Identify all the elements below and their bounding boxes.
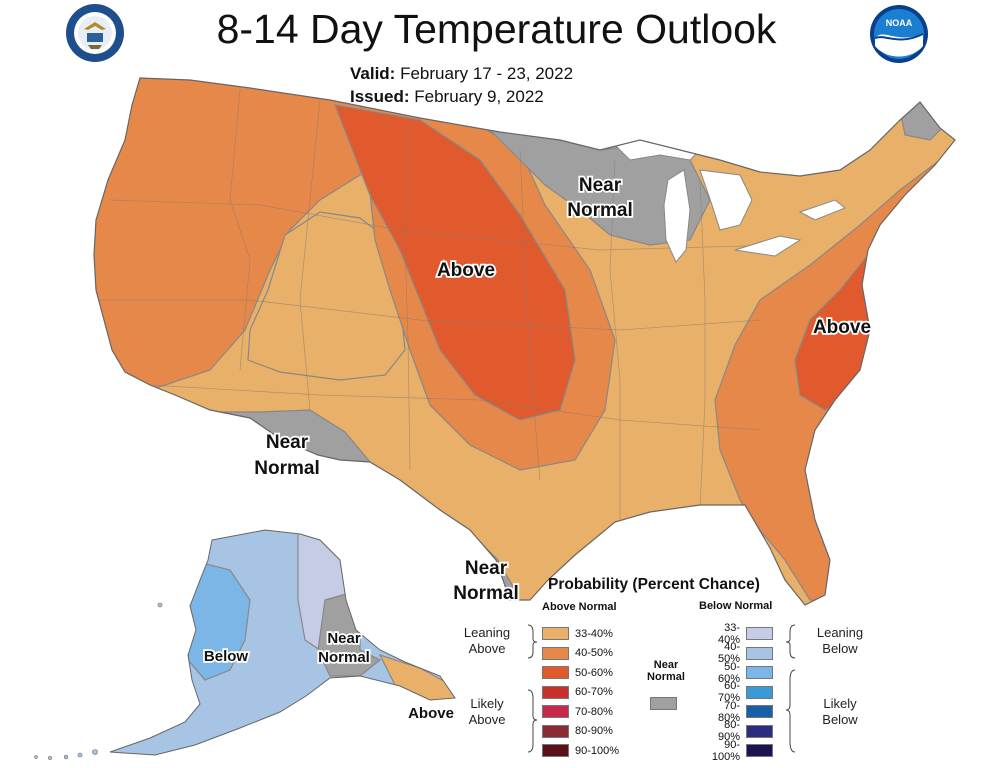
legend-below-row: 40-50% xyxy=(704,641,773,665)
aleutian-islands xyxy=(34,602,163,760)
legend-above-row: 60-70% xyxy=(542,685,613,699)
issued-value: February 9, 2022 xyxy=(414,87,544,106)
label-above-ak: Above xyxy=(408,705,454,722)
legend-range-label: 33-40% xyxy=(717,621,740,646)
leaning-above-line-2: Above xyxy=(468,641,506,656)
legend-range-label: 70-80% xyxy=(717,699,740,724)
label-near-north-1: Near xyxy=(579,175,622,196)
legend-below-row: 90-100% xyxy=(704,739,773,763)
legend-swatch xyxy=(746,705,773,718)
legend-above-row: 90-100% xyxy=(542,744,619,757)
label-below-ak: Below xyxy=(204,648,249,665)
legend-near-normal-swatch xyxy=(650,697,677,710)
likely-above-line-2: Above xyxy=(468,712,506,727)
legend-swatch xyxy=(542,705,569,718)
legend-below-row: 50-60% xyxy=(704,661,773,685)
leaning-below-line-1: Leaning xyxy=(816,625,864,640)
valid-value: February 17 - 23, 2022 xyxy=(400,64,574,83)
leaning-below-line-2: Below xyxy=(822,641,858,656)
label-above-east: Above xyxy=(813,317,871,338)
label-near-ak-1: Near xyxy=(327,630,361,647)
legend-range-label: 50-60% xyxy=(717,660,740,685)
issued-label: Issued: xyxy=(350,87,410,106)
legend-range-label: 80-90% xyxy=(717,719,740,743)
legend-swatch xyxy=(542,724,569,738)
state-boundaries xyxy=(100,89,781,520)
legend-range-label: 50-60% xyxy=(575,666,613,679)
noaa-logo-icon: NOAA xyxy=(870,5,928,63)
legend-near-normal: Near Normal xyxy=(641,659,691,683)
legend-title: Probability (Percent Chance) xyxy=(548,576,760,593)
issued-line: Issued: February 9, 2022 xyxy=(350,87,544,107)
label-above-central: Above xyxy=(437,260,495,281)
legend-swatch xyxy=(746,627,773,640)
legend-swatch xyxy=(746,685,773,699)
label-near-ak-2: Normal xyxy=(318,649,370,666)
legend-range-label: 70-80% xyxy=(575,705,613,718)
legend-leaning-above: Leaning Above xyxy=(452,625,522,657)
legend-above-row: 33-40% xyxy=(542,627,613,640)
likely-above-line-1: Likely xyxy=(470,696,504,711)
legend-above-row: 80-90% xyxy=(542,724,613,738)
valid-label: Valid: xyxy=(350,64,396,83)
legend-swatch xyxy=(542,666,569,679)
legend-swatch xyxy=(542,646,569,660)
legend-above-row: 50-60% xyxy=(542,666,613,679)
label-near-tx-2: Normal xyxy=(453,583,518,604)
map-labels: Above Above Near Normal Near Normal Near… xyxy=(202,173,873,724)
label-near-sw-1: Near xyxy=(266,432,309,453)
likely-below-line-2: Below xyxy=(822,712,858,727)
legend-swatch xyxy=(542,685,569,699)
legend-below-row: 70-80% xyxy=(704,700,773,724)
legend-swatch xyxy=(542,627,569,640)
label-near-sw-2: Normal xyxy=(254,458,319,479)
commerce-seal-icon xyxy=(66,4,124,62)
label-near-tx-1: Near xyxy=(465,558,508,579)
legend-likely-below: Likely Below xyxy=(805,696,875,728)
legend-above-header: Above Normal xyxy=(542,601,617,613)
legend-above-row: 70-80% xyxy=(542,705,613,718)
legend-swatch xyxy=(746,744,773,757)
legend-range-label: 60-70% xyxy=(575,686,613,698)
legend-below-row: 60-70% xyxy=(704,680,773,704)
legend-range-label: 80-90% xyxy=(575,725,613,737)
legend-range-label: 60-70% xyxy=(717,680,740,704)
legend-swatch xyxy=(746,724,773,738)
alaska-outline xyxy=(109,529,456,756)
valid-line: Valid: February 17 - 23, 2022 xyxy=(350,64,573,84)
near-normal-line-1: Near xyxy=(653,659,679,671)
legend-range-label: 33-40% xyxy=(575,627,613,640)
likely-below-line-1: Likely xyxy=(823,696,857,711)
legend-range-label: 90-100% xyxy=(711,738,740,763)
label-near-north-2: Normal xyxy=(567,200,632,221)
map-title: 8-14 Day Temperature Outlook xyxy=(216,6,777,52)
legend-swatch xyxy=(746,666,773,679)
legend-leaning-below: Leaning Below xyxy=(805,625,875,657)
legend-below-row: 33-40% xyxy=(704,622,773,646)
svg-text:NOAA: NOAA xyxy=(886,18,913,28)
legend-above-row: 40-50% xyxy=(542,646,613,660)
legend-range-label: 40-50% xyxy=(717,641,740,665)
legend-below-header: Below Normal xyxy=(699,600,773,612)
legend-below-row: 80-90% xyxy=(704,719,773,743)
legend-swatch xyxy=(746,646,773,660)
legend-range-label: 90-100% xyxy=(575,744,620,757)
leaning-above-line-1: Leaning xyxy=(463,625,511,640)
near-normal-line-2: Normal xyxy=(647,671,685,683)
legend-likely-above: Likely Above xyxy=(452,696,522,728)
legend-swatch xyxy=(542,744,569,757)
conus-outline xyxy=(93,77,956,606)
legend-range-label: 40-50% xyxy=(575,647,613,659)
